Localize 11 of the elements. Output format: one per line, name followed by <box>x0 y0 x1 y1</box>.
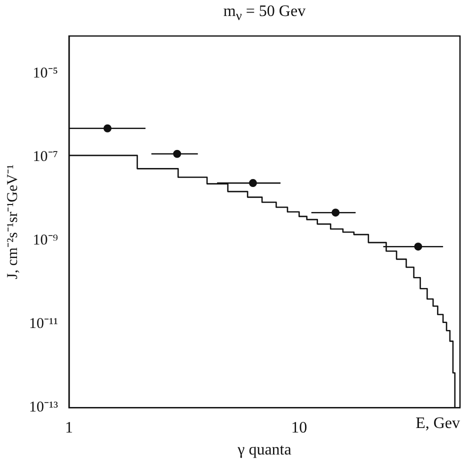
x-tick-label: 1 <box>64 419 73 436</box>
x-tick-label: 10 <box>291 419 308 436</box>
y-tick-label: 10⁻¹³ <box>28 400 58 416</box>
x-axis-title: γ quanta <box>236 442 292 459</box>
y-axis-title: J, cm⁻²s⁻¹sr⁻¹GeV⁻¹ <box>4 164 21 280</box>
y-tick-label: 10⁻⁵ <box>32 66 58 82</box>
chart-title: m$_{ν}$ = 50 Gev <box>222 2 307 24</box>
text: E, Gev <box>416 414 460 432</box>
y-tick-label: 10⁻⁹ <box>32 232 58 249</box>
y-tick-label: 10⁻¹¹ <box>28 316 58 332</box>
y-tick-label: 10⁻⁷ <box>32 149 58 166</box>
